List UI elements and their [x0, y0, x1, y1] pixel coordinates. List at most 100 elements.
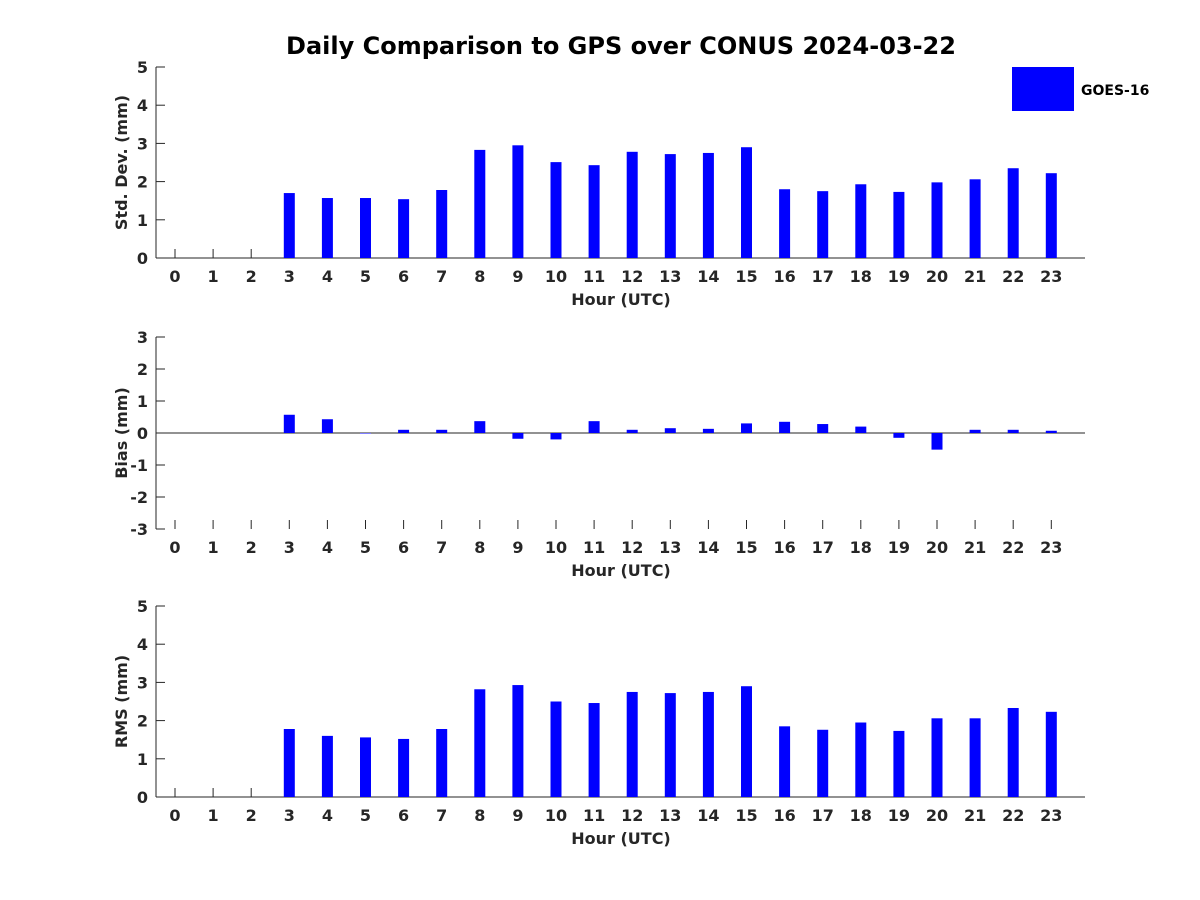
- std-dev-bar-hour-7: [436, 190, 448, 258]
- bias-xtick-label: 14: [697, 538, 719, 557]
- std-dev-ytick-label: 1: [137, 211, 148, 230]
- rms-xtick-label: 4: [322, 806, 333, 825]
- std-dev-ytick-label: 2: [137, 173, 148, 192]
- rms-bar-hour-15: [741, 686, 752, 797]
- bias-bar-hour-21: [969, 429, 981, 433]
- rms-bar-hour-6: [398, 738, 410, 797]
- std-dev-xtick-label: 4: [322, 267, 333, 286]
- bias-ytick-label: 2: [137, 360, 148, 379]
- bias-xtick-label: 12: [621, 538, 643, 557]
- bias-xtick-label: 9: [512, 538, 523, 557]
- rms-xtick-label: 11: [583, 806, 605, 825]
- rms-xtick-label: 12: [621, 806, 643, 825]
- bias-xtick-label: 20: [926, 538, 948, 557]
- rms-bar-hour-18: [855, 722, 867, 797]
- std-dev-xtick-label: 15: [735, 267, 757, 286]
- rms-ylabel: RMS (mm): [112, 655, 131, 748]
- std-dev-xtick-label: 17: [812, 267, 834, 286]
- rms-ytick-label: 1: [137, 750, 148, 769]
- bias-xtick-label: 3: [284, 538, 295, 557]
- rms-xtick-label: 9: [512, 806, 523, 825]
- legend: GOES-16: [1012, 67, 1149, 111]
- rms-bar-hour-12: [626, 691, 638, 797]
- bias-xtick-label: 6: [398, 538, 409, 557]
- rms-xtick-label: 14: [697, 806, 719, 825]
- rms-bar-hour-16: [779, 726, 791, 797]
- bias-xtick-label: 22: [1002, 538, 1024, 557]
- rms-xtick-label: 19: [888, 806, 910, 825]
- std-dev-bar-hour-20: [931, 182, 943, 258]
- std-dev-xtick-label: 11: [583, 267, 605, 286]
- bias-ytick-label: -2: [130, 488, 148, 507]
- rms-xtick-label: 5: [360, 806, 371, 825]
- rms-ytick-label: 2: [137, 712, 148, 731]
- rms-bar-hour-7: [436, 729, 448, 797]
- bias-xtick-label: 21: [964, 538, 986, 557]
- rms-xtick-label: 0: [169, 806, 180, 825]
- rms-bar-hour-11: [588, 703, 600, 797]
- std-dev-bar-hour-10: [550, 162, 562, 258]
- bias-xtick-label: 1: [208, 538, 219, 557]
- std-dev-xtick-label: 5: [360, 267, 371, 286]
- std-dev-bar-hour-5: [360, 198, 371, 258]
- legend-label-goes16: GOES-16: [1081, 83, 1149, 99]
- std-dev-bar-hour-3: [283, 193, 295, 258]
- bias-ytick-label: -3: [130, 520, 148, 539]
- std-dev-xtick-label: 1: [208, 267, 219, 286]
- std-dev-bar-hour-11: [588, 165, 600, 258]
- rms-bar-hour-17: [817, 729, 829, 797]
- rms-xtick-label: 15: [735, 806, 757, 825]
- rms-bar-hour-13: [664, 693, 676, 797]
- rms-bar-hour-14: [702, 691, 714, 797]
- std-dev-bar-hour-15: [741, 147, 752, 258]
- bias-xtick-label: 17: [812, 538, 834, 557]
- rms-bar-hour-8: [474, 689, 486, 797]
- bias-bar-hour-19: [893, 433, 905, 438]
- std-dev-bar-hour-12: [626, 151, 638, 258]
- bias-xtick-label: 13: [659, 538, 681, 557]
- std-dev-xtick-label: 7: [436, 267, 447, 286]
- std-dev-xtick-label: 20: [926, 267, 948, 286]
- std-dev-xtick-label: 3: [284, 267, 295, 286]
- std-dev-bar-hour-23: [1045, 173, 1057, 258]
- bias-bar-hour-8: [474, 421, 486, 433]
- rms-xtick-label: 8: [474, 806, 485, 825]
- std-dev-xtick-label: 2: [246, 267, 257, 286]
- std-dev-ylabel: Std. Dev. (mm): [112, 95, 131, 230]
- bias-xtick-label: 18: [850, 538, 872, 557]
- rms-xtick-label: 16: [773, 806, 795, 825]
- rms-xtick-label: 3: [284, 806, 295, 825]
- rms-ytick-label: 4: [137, 635, 148, 654]
- bias-ytick-label: 1: [137, 392, 148, 411]
- rms-bar-hour-3: [283, 729, 295, 797]
- rms-bar-hour-5: [360, 737, 371, 797]
- bias-xlabel: Hour (UTC): [571, 561, 671, 580]
- std-dev-xtick-label: 21: [964, 267, 986, 286]
- bias-bar-hour-11: [588, 421, 600, 433]
- bias-bar-hour-9: [512, 433, 524, 439]
- rms-bar-hour-22: [1007, 707, 1019, 797]
- std-dev-xlabel: Hour (UTC): [571, 290, 671, 309]
- bias-xtick-label: 11: [583, 538, 605, 557]
- std-dev-xtick-label: 12: [621, 267, 643, 286]
- bias-bar-hour-16: [779, 421, 791, 433]
- rms-ytick-label: 3: [137, 673, 148, 692]
- bias-bar-hour-15: [741, 423, 752, 433]
- rms-bar-hour-4: [321, 735, 333, 797]
- rms-bar-hour-20: [931, 718, 943, 797]
- std-dev-ytick-label: 0: [137, 249, 148, 268]
- std-dev-xtick-label: 6: [398, 267, 409, 286]
- rms-xtick-label: 7: [436, 806, 447, 825]
- std-dev-xtick-label: 0: [169, 267, 180, 286]
- rms-xtick-label: 23: [1040, 806, 1062, 825]
- figure-title: Daily Comparison to GPS over CONUS 2024-…: [286, 32, 956, 60]
- rms-ytick-label: 0: [137, 788, 148, 807]
- std-dev-bar-hour-6: [398, 199, 410, 258]
- std-dev-xtick-label: 8: [474, 267, 485, 286]
- std-dev-xtick-label: 16: [773, 267, 795, 286]
- bias-bar-hour-4: [321, 419, 333, 433]
- rms-xtick-label: 1: [208, 806, 219, 825]
- rms-bar-hour-9: [512, 685, 524, 797]
- std-dev-ytick-label: 5: [137, 58, 148, 77]
- rms-bar-hour-10: [550, 701, 562, 797]
